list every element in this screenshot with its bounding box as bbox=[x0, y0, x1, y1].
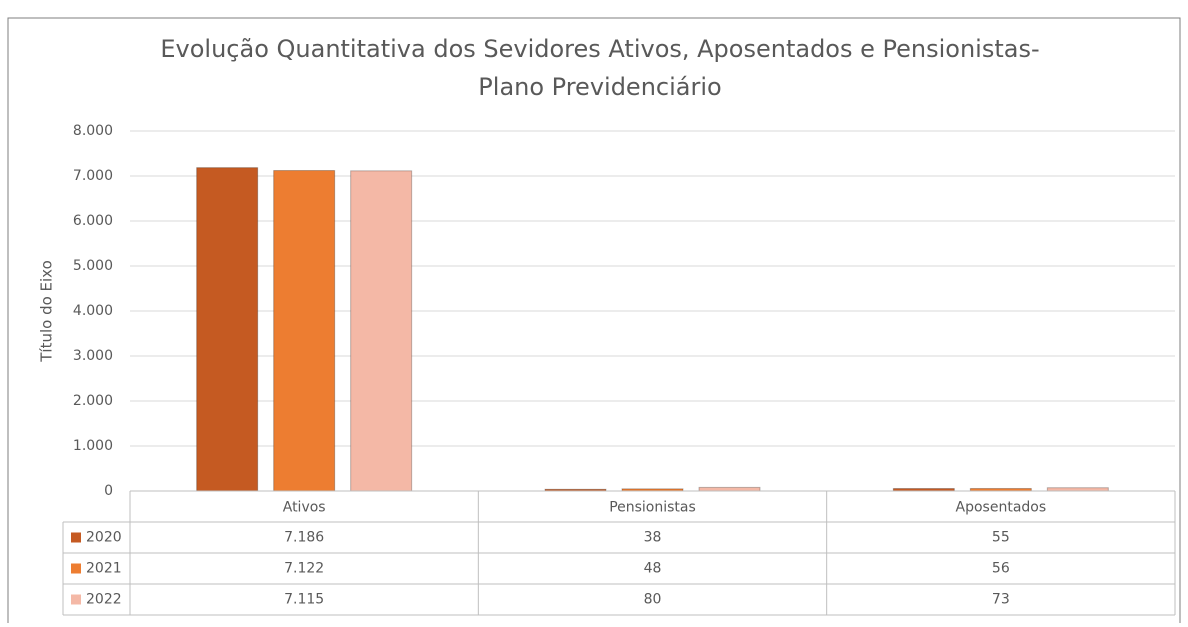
y-tick-label: 2.000 bbox=[73, 393, 113, 409]
y-tick-label: 0 bbox=[104, 483, 113, 499]
bar bbox=[698, 486, 761, 492]
chart-title: Evolução Quantitativa dos Sevidores Ativ… bbox=[160, 35, 1039, 63]
legend-label: 2022 bbox=[86, 592, 122, 608]
data-label: 7.122 bbox=[284, 561, 324, 577]
bar bbox=[350, 170, 413, 492]
data-label: 56 bbox=[992, 561, 1010, 577]
data-label: 80 bbox=[644, 592, 662, 608]
bar bbox=[273, 170, 336, 492]
y-tick-label: 5.000 bbox=[73, 258, 113, 274]
y-tick-label: 4.000 bbox=[73, 303, 113, 319]
legend-swatch bbox=[71, 563, 81, 574]
y-tick-label: 6.000 bbox=[73, 213, 113, 229]
chart-title: Plano Previdenciário bbox=[478, 73, 721, 101]
data-label: 7.115 bbox=[284, 592, 324, 608]
legend-label: 2020 bbox=[86, 530, 122, 546]
legend-swatch bbox=[71, 532, 81, 543]
x-tick-label: Aposentados bbox=[956, 500, 1047, 516]
y-tick-label: 3.000 bbox=[73, 348, 113, 364]
x-tick-label: Ativos bbox=[283, 500, 326, 516]
y-tick-label: 1.000 bbox=[73, 438, 113, 454]
bar bbox=[196, 167, 259, 492]
data-label: 7.186 bbox=[284, 530, 324, 546]
legend-label: 2021 bbox=[86, 561, 122, 577]
y-tick-label: 7.000 bbox=[73, 168, 113, 184]
x-tick-label: Pensionistas bbox=[609, 500, 696, 516]
data-label: 38 bbox=[644, 530, 662, 546]
data-label: 48 bbox=[644, 561, 662, 577]
data-label: 55 bbox=[992, 530, 1010, 546]
y-tick-label: 8.000 bbox=[73, 123, 113, 139]
y-axis-title: Título do Eixo bbox=[38, 260, 56, 363]
legend-swatch bbox=[71, 594, 81, 605]
data-label: 73 bbox=[992, 592, 1010, 608]
